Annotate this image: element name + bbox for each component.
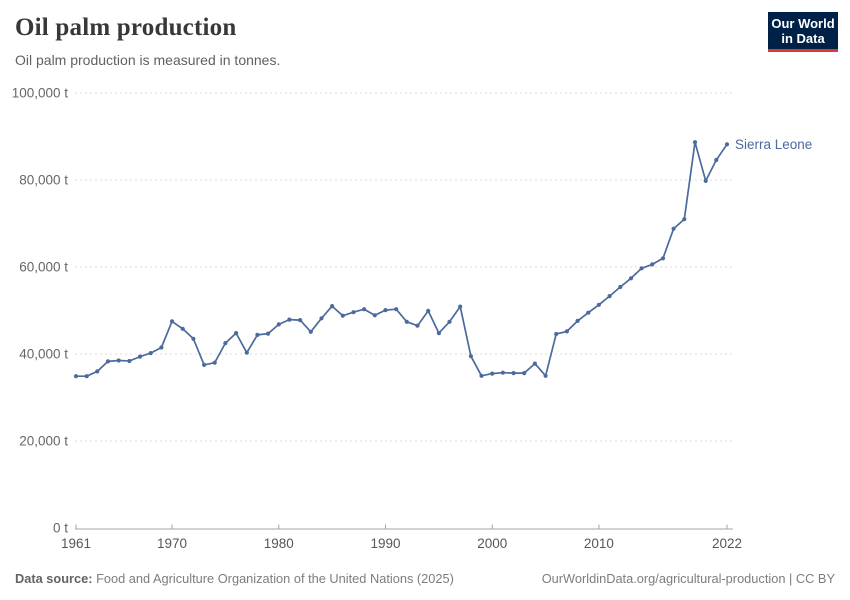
data-point [362, 307, 367, 312]
data-point [180, 326, 185, 331]
y-tick-label: 20,000 t [19, 434, 68, 449]
data-point [479, 373, 484, 378]
data-point [148, 351, 153, 356]
data-point [330, 304, 335, 309]
y-tick-label: 100,000 t [12, 86, 69, 101]
y-tick-label: 80,000 t [19, 173, 68, 188]
data-point [212, 360, 217, 365]
data-point [436, 331, 441, 336]
data-point [511, 371, 516, 376]
series-label-sierra-leone[interactable]: Sierra Leone [735, 137, 812, 152]
data-point [116, 358, 121, 363]
data-point [586, 310, 591, 315]
data-line[interactable] [75, 141, 728, 378]
data-point [532, 361, 538, 366]
data-point [618, 284, 623, 290]
x-tick-label: 2022 [712, 536, 742, 551]
chart-footer: Data source: Food and Agriculture Organi… [15, 571, 835, 586]
data-point [127, 358, 132, 364]
data-point [169, 319, 175, 324]
data-point [554, 331, 559, 337]
data-point [84, 374, 89, 379]
data-point [671, 226, 676, 231]
x-tick-label: 1990 [370, 536, 400, 551]
data-point [287, 317, 292, 322]
data-point [543, 373, 548, 378]
x-tick-label: 1970 [157, 536, 187, 551]
page-title: Oil palm production [15, 14, 237, 41]
data-point [500, 370, 505, 375]
x-tick-label: 2000 [477, 536, 507, 551]
data-point [703, 178, 708, 183]
data-point [202, 362, 207, 367]
data-point [351, 310, 356, 315]
data-point [714, 157, 719, 163]
data-point [159, 345, 164, 350]
data-point [234, 331, 239, 336]
data-point [575, 318, 580, 323]
data-point [298, 318, 303, 323]
data-point [276, 322, 281, 327]
data-point [404, 319, 409, 324]
owid-logo-line2: in Data [781, 31, 825, 46]
y-tick-label: 60,000 t [19, 260, 68, 275]
data-point [191, 336, 196, 341]
data-point [660, 256, 666, 261]
data-point [564, 329, 570, 334]
data-point [394, 307, 399, 312]
data-point [340, 313, 345, 318]
data-point [682, 217, 687, 222]
data-point [639, 266, 644, 271]
data-point [490, 371, 495, 376]
data-source-text: Food and Agriculture Organization of the… [92, 571, 454, 586]
data-point [692, 140, 698, 145]
data-point [596, 302, 602, 307]
chart-canvas[interactable]: 0 t 20,000 t 40,000 t 60,000 t 80,000 t 100,0… [0, 0, 850, 560]
data-point [372, 313, 377, 318]
data-point [415, 323, 420, 328]
data-point [468, 354, 473, 359]
data-point [724, 142, 730, 147]
data-point [308, 329, 313, 334]
data-point [266, 331, 271, 336]
data-point [223, 341, 228, 346]
data-point [244, 350, 249, 355]
y-tick-label: 0 t [53, 521, 68, 536]
series-sierra-leone[interactable]: Sierra Leone [73, 137, 812, 379]
data-point [137, 354, 143, 359]
data-point [383, 308, 388, 313]
x-tick-label: 1980 [264, 536, 294, 551]
data-source-note: Data source: Food and Agriculture Organi… [15, 571, 454, 586]
data-point [255, 332, 260, 337]
data-point [628, 276, 634, 281]
data-point [650, 262, 655, 267]
owid-logo-line1: Our World [771, 16, 835, 31]
owid-logo[interactable]: Our World in Data [768, 12, 838, 52]
data-point [458, 304, 463, 309]
data-point [105, 359, 111, 364]
y-tick-label: 40,000 t [19, 347, 68, 362]
data-point [607, 294, 612, 299]
data-point [95, 369, 100, 374]
data-point [522, 371, 527, 376]
data-source-label: Data source: [15, 571, 93, 586]
data-point [319, 316, 324, 321]
attribution-link[interactable]: OurWorldinData.org/agricultural-producti… [541, 571, 835, 586]
data-point [73, 374, 79, 379]
data-point [426, 308, 431, 313]
chart-subtitle: Oil palm production is measured in tonne… [15, 52, 281, 68]
x-tick-label: 2010 [584, 536, 614, 551]
data-point [447, 319, 452, 324]
x-tick-label: 1961 [61, 536, 91, 551]
